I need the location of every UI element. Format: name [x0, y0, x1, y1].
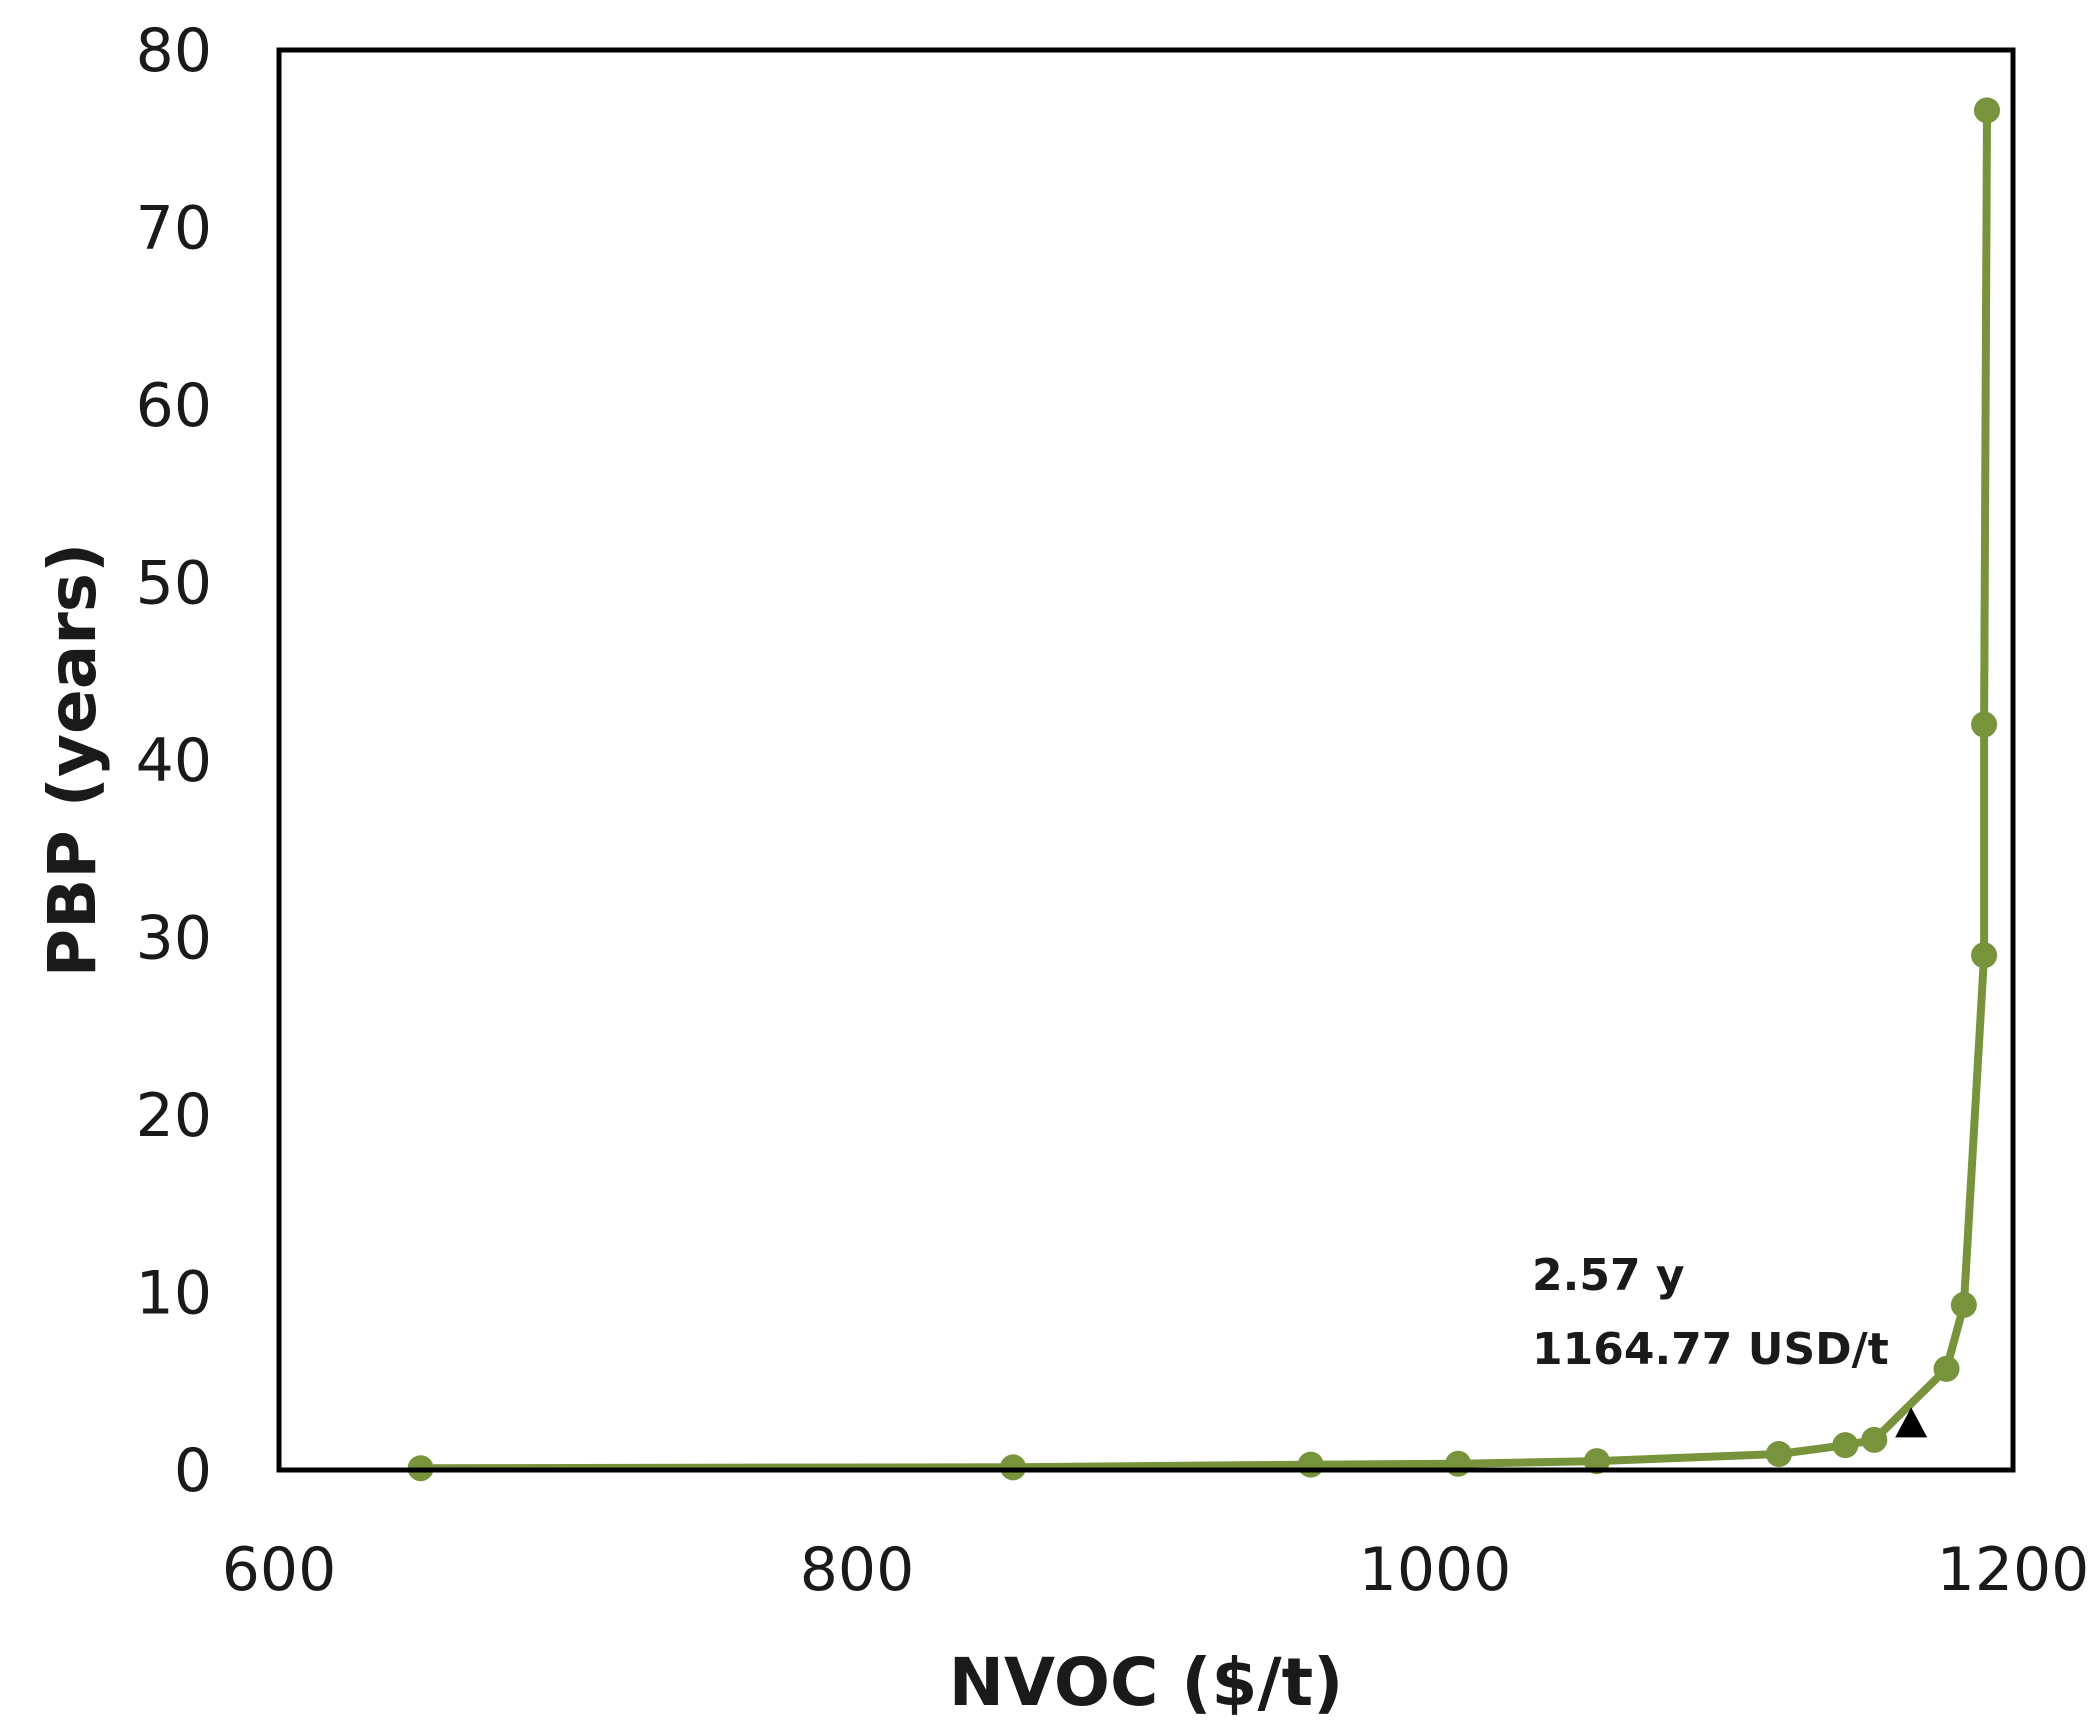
y-axis-title: PBP (years): [34, 543, 111, 978]
data-point-5: [1765, 1441, 1792, 1468]
annotation-layer: 2.57 y 1164.77 USD/t: [1532, 1250, 1928, 1438]
data-point-12: [1973, 97, 2000, 124]
series-line-0: [416, 106, 1991, 1473]
y-tick-label-70: 70: [136, 194, 212, 264]
data-point-7: [1861, 1426, 1888, 1453]
x-tick-label-1200: 1200: [1937, 1535, 2090, 1605]
data-point-2: [1297, 1451, 1324, 1478]
x-axis-ticks: 600 800 1000 1200: [222, 1535, 2090, 1605]
data-point-6: [1832, 1432, 1859, 1459]
y-tick-label-10: 10: [136, 1259, 212, 1329]
plot-area-frame: [276, 47, 2016, 1473]
data-point-8: [1933, 1355, 1960, 1382]
x-tick-label-1000: 1000: [1359, 1535, 1512, 1605]
x-axis-title: NVOC ($/t): [949, 1644, 1344, 1721]
y-tick-label-0: 0: [174, 1436, 212, 1506]
data-point-1: [1000, 1454, 1027, 1481]
data-point-11: [1971, 711, 1998, 738]
y-tick-label-80: 80: [136, 16, 212, 86]
data-point-3: [1445, 1450, 1472, 1477]
data-point-10: [1971, 942, 1998, 969]
series-layer: [407, 97, 2000, 1482]
y-tick-label-30: 30: [136, 904, 212, 974]
y-tick-label-60: 60: [136, 371, 212, 441]
annotation-pbp-label: 2.57 y: [1532, 1250, 1685, 1301]
x-tick-label-600: 600: [222, 1535, 337, 1605]
y-tick-label-20: 20: [136, 1081, 212, 1151]
y-axis-ticks: 0 10 20 30 40 50 60 70 80: [136, 16, 212, 1506]
x-tick-label-800: 800: [800, 1535, 915, 1605]
y-tick-label-50: 50: [136, 549, 212, 619]
data-point-9: [1950, 1291, 1977, 1318]
y-tick-label-40: 40: [136, 726, 212, 796]
annotation-nvoc-label: 1164.77 USD/t: [1532, 1324, 1889, 1375]
annotation-triangle-marker: [1895, 1407, 1928, 1438]
